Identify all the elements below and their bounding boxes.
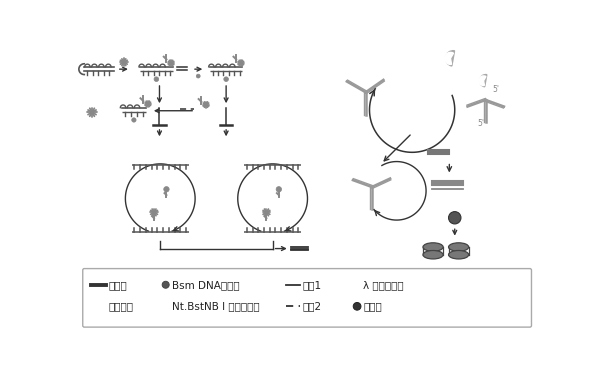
Circle shape	[353, 302, 361, 310]
Ellipse shape	[449, 250, 469, 259]
Wedge shape	[479, 75, 487, 87]
Wedge shape	[445, 51, 455, 66]
Text: Bsm DNA聚合酶: Bsm DNA聚合酶	[172, 280, 239, 290]
Text: Nt.BstNB I 切刻内切酶: Nt.BstNB I 切刻内切酶	[172, 301, 260, 311]
Wedge shape	[352, 281, 357, 288]
Circle shape	[132, 118, 136, 122]
Circle shape	[162, 281, 169, 288]
Text: 妥布霉素: 妥布霉素	[109, 301, 133, 311]
Text: 5': 5'	[493, 85, 500, 94]
Wedge shape	[445, 52, 454, 65]
Circle shape	[196, 74, 200, 78]
Wedge shape	[479, 76, 486, 85]
Text: 引物2: 引物2	[302, 301, 321, 311]
Ellipse shape	[449, 243, 469, 251]
Text: 引物1: 引物1	[302, 280, 321, 290]
Circle shape	[449, 211, 461, 224]
Ellipse shape	[423, 243, 443, 251]
Ellipse shape	[423, 250, 443, 259]
Text: 适配体: 适配体	[109, 280, 127, 290]
FancyBboxPatch shape	[83, 269, 532, 327]
Circle shape	[154, 77, 158, 82]
Text: 血红素: 血红素	[364, 301, 382, 311]
Text: 5': 5'	[477, 119, 484, 128]
Circle shape	[164, 187, 169, 192]
Wedge shape	[352, 280, 358, 289]
Circle shape	[224, 77, 229, 82]
Text: λ 核酸外切酶: λ 核酸外切酶	[364, 280, 404, 290]
Circle shape	[276, 187, 281, 192]
